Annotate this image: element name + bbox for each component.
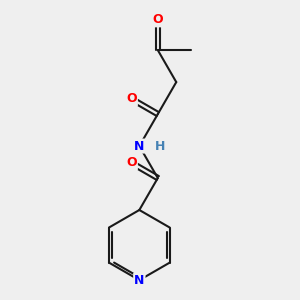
Text: O: O (126, 92, 137, 105)
Text: N: N (134, 140, 145, 152)
Text: N: N (134, 274, 145, 287)
Text: H: H (154, 140, 165, 152)
Text: O: O (126, 156, 137, 170)
Text: O: O (152, 13, 163, 26)
